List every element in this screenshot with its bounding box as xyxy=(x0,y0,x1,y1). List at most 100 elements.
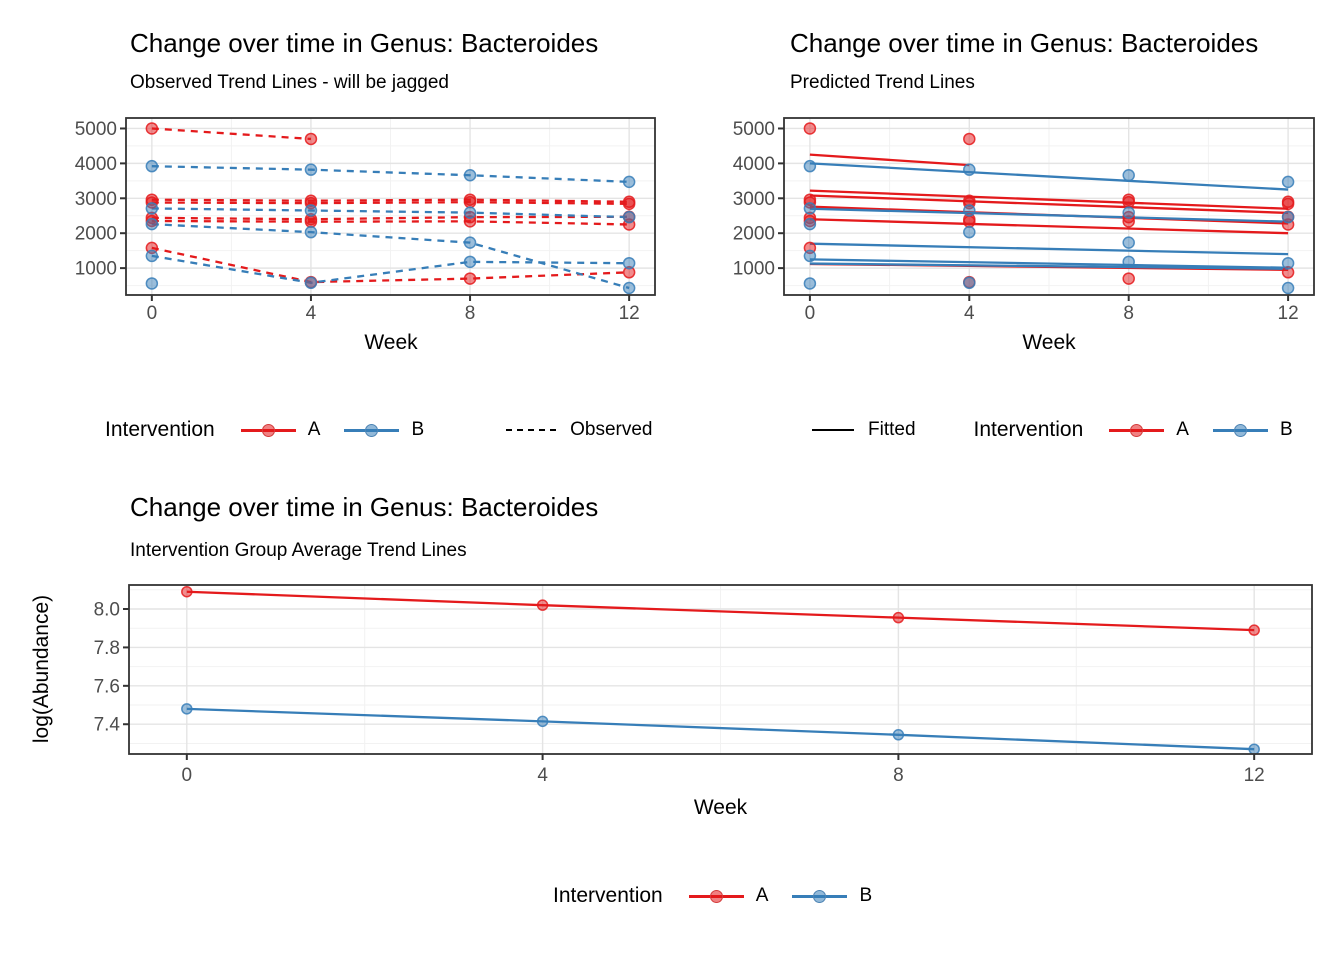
data-point xyxy=(963,276,976,290)
minor-gridlines xyxy=(126,118,655,295)
fitted-linetype-key-icon xyxy=(812,429,854,431)
data-point xyxy=(803,159,817,173)
data-point xyxy=(1122,272,1135,285)
x-tick-label: 12 xyxy=(1278,303,1299,324)
data-point xyxy=(1122,169,1135,182)
trend-line-B-fit-2 xyxy=(809,207,1289,223)
predicted-legend-title: Intervention xyxy=(973,418,1084,441)
average-y-axis-title: log(Abundance) xyxy=(30,594,53,744)
legend-key-a-icon xyxy=(688,888,744,904)
chart-predicted: 0 4 8 12 1000 2000 3000 4000 5000 xyxy=(733,117,1315,324)
data-point xyxy=(963,225,976,239)
series-points xyxy=(181,585,1260,755)
predicted-legend: Fitted Intervention A B xyxy=(812,412,1293,448)
legend-key-b-icon xyxy=(792,888,848,904)
data-point xyxy=(536,715,549,728)
data-point xyxy=(892,729,905,741)
data-point xyxy=(463,236,477,249)
x-tick-label: 0 xyxy=(182,765,193,786)
data-point xyxy=(963,204,976,217)
chart-average: 0 4 8 12 7.4 7.6 7.8 8.0 xyxy=(94,584,1313,786)
data-point xyxy=(1248,743,1260,755)
x-tick-label: 4 xyxy=(964,303,975,324)
y-tick-label: 1000 xyxy=(733,259,775,280)
trend-line-B-subject-2 xyxy=(151,207,630,219)
data-point xyxy=(145,277,159,290)
data-point xyxy=(145,159,159,173)
trend-line-A-subject-6 xyxy=(151,246,630,284)
data-point xyxy=(463,255,477,269)
data-point xyxy=(622,175,636,189)
trend-line-B-fit-4 xyxy=(809,258,1289,269)
data-point xyxy=(1122,206,1135,219)
x-tick-label: 8 xyxy=(465,303,476,324)
data-point xyxy=(622,197,636,211)
series-points xyxy=(803,122,1295,295)
y-tick-label: 7.6 xyxy=(94,676,120,697)
data-point xyxy=(145,249,159,263)
trend-line-B-group-average xyxy=(186,707,1255,751)
y-tick-label: 7.4 xyxy=(94,715,121,736)
series-lines xyxy=(186,590,1255,751)
observed-legend-title: Intervention xyxy=(105,418,215,441)
average-chart-subtitle: Intervention Group Average Trend Lines xyxy=(130,540,467,561)
data-point xyxy=(463,206,477,219)
data-point xyxy=(963,132,976,146)
series-lines xyxy=(809,153,1289,272)
legend-key-b-icon xyxy=(344,422,400,438)
data-point xyxy=(145,122,159,135)
fitted-linetype-label: Fitted xyxy=(868,419,916,440)
minor-gridlines xyxy=(129,585,1312,754)
data-point xyxy=(304,132,318,146)
trend-line-B-fit-1 xyxy=(809,162,1289,191)
observed-legend-label-b: B xyxy=(411,419,425,440)
data-point xyxy=(963,163,976,176)
series-points xyxy=(145,122,636,295)
data-point xyxy=(1122,236,1135,249)
data-point xyxy=(304,204,318,217)
average-legend-title: Intervention xyxy=(553,884,663,907)
x-tick-label: 0 xyxy=(805,303,816,324)
average-legend-label-a: A xyxy=(755,885,769,906)
x-tick-label: 8 xyxy=(1123,303,1134,324)
trend-line-A-fit-5 xyxy=(809,218,1289,235)
predicted-chart-subtitle: Predicted Trend Lines xyxy=(790,72,975,93)
trend-line-A-subject-2 xyxy=(151,198,630,203)
trend-line-A-group-average xyxy=(186,590,1255,632)
panel-border xyxy=(128,584,1313,755)
y-tick-label: 4000 xyxy=(75,154,117,175)
average-legend-label-b: B xyxy=(859,885,873,906)
x-tick-label: 4 xyxy=(306,303,317,324)
data-point xyxy=(304,225,318,239)
data-point xyxy=(145,217,159,231)
observed-legend-label-a: A xyxy=(307,419,321,440)
y-tick-label: 5000 xyxy=(733,119,775,140)
legend-key-b-icon xyxy=(1212,422,1268,438)
observed-linetype-label: Observed xyxy=(570,419,653,440)
predicted-legend-label-a: A xyxy=(1176,419,1189,440)
data-point xyxy=(1122,255,1135,269)
data-point xyxy=(145,202,159,215)
predicted-x-axis-title: Week xyxy=(1022,331,1076,354)
axis-ticks: 0 4 8 12 7.4 7.6 7.8 8.0 xyxy=(94,600,1265,786)
y-tick-label: 1000 xyxy=(75,259,117,280)
y-tick-label: 2000 xyxy=(733,224,775,245)
trend-line-B-fit-3 xyxy=(809,242,1289,256)
average-chart-title: Change over time in Genus: Bacteroides xyxy=(130,492,599,522)
data-point xyxy=(622,256,636,270)
data-point xyxy=(1281,281,1295,295)
x-tick-label: 0 xyxy=(147,303,158,324)
observed-chart-title: Change over time in Genus: Bacteroides xyxy=(130,28,599,58)
predicted-legend-label-b: B xyxy=(1279,419,1293,440)
data-point xyxy=(463,169,477,182)
predicted-chart-title: Change over time in Genus: Bacteroides xyxy=(790,28,1259,58)
data-point xyxy=(622,210,636,224)
average-x-axis-title: Week xyxy=(693,796,748,819)
observed-x-axis-title: Week xyxy=(364,331,418,354)
y-tick-label: 2000 xyxy=(75,224,117,245)
data-point xyxy=(181,585,193,598)
legend-key-a-icon xyxy=(240,422,296,438)
data-point xyxy=(803,217,817,231)
